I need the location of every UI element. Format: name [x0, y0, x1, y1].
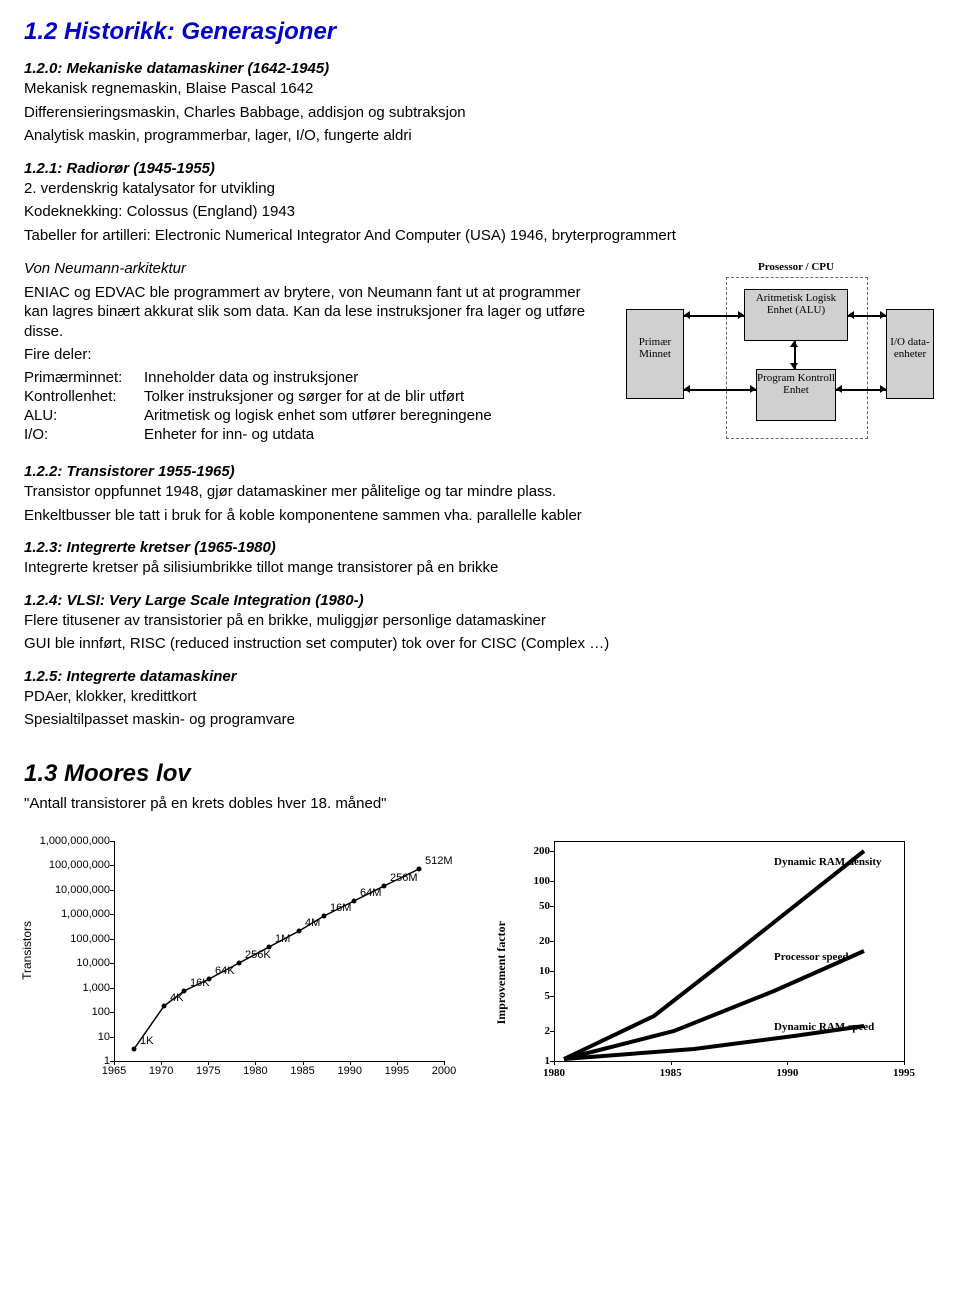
- section-121-title: 1.2.1: Radiorør (1945-1955): [24, 160, 936, 177]
- chart2-ytick-label: 1: [514, 1055, 550, 1067]
- diagram-cpu-label: Prosessor / CPU: [736, 261, 856, 273]
- text: PDAer, klokker, kredittkort: [24, 687, 936, 707]
- chart2-xtick-label: 1980: [543, 1067, 565, 1079]
- chart2-ytick-label: 20: [514, 935, 550, 947]
- chart2-ytick-label: 2: [514, 1025, 550, 1037]
- text: Kodeknekking: Colossus (England) 1943: [24, 202, 936, 222]
- text: Enkeltbusser ble tatt i bruk for å koble…: [24, 506, 936, 526]
- chart1-point-label: 64K: [215, 965, 235, 977]
- text: Tabeller for artilleri: Electronic Numer…: [24, 226, 936, 246]
- chart1-point-label: 16M: [330, 902, 351, 914]
- diagram-io-box: I/O data-enheter: [886, 309, 934, 399]
- chart2-ytick-label: 50: [514, 900, 550, 912]
- chart1-xtick-label: 1965: [102, 1065, 126, 1077]
- chart1-ytick-label: 10,000,000: [24, 884, 110, 896]
- von-neumann-diagram: Prosessor / CPU Primær Minnet Aritmetisk…: [616, 259, 936, 449]
- def-label: ALU:: [24, 407, 144, 424]
- chart1-point-label: 16K: [190, 977, 210, 989]
- text: Differensieringsmaskin, Charles Babbage,…: [24, 103, 936, 123]
- section-120-title: 1.2.0: Mekaniske datamaskiner (1642-1945…: [24, 60, 936, 77]
- chart1-ytick-label: 100,000: [24, 933, 110, 945]
- moore-chart-improvement: Improvement factor 125102050100200 19801…: [494, 831, 924, 1091]
- chart1-ytick-label: 100: [24, 1006, 110, 1018]
- chart1-xtick-label: 2000: [432, 1065, 456, 1077]
- text: Flere titusener av transistorier på en b…: [24, 611, 936, 631]
- chart2-series-label: Dynamic RAM density: [774, 856, 882, 868]
- chart1-point-label: 4M: [305, 917, 320, 929]
- text: Spesialtilpasset maskin- og programvare: [24, 710, 936, 730]
- chart1-point-label: 1K: [140, 1035, 153, 1047]
- chart1-ytick-label: 10,000: [24, 957, 110, 969]
- section-125-title: 1.2.5: Integrerte datamaskiner: [24, 668, 936, 685]
- def-val: Inneholder data og instruksjoner: [144, 369, 604, 386]
- chart2-xtick-label: 1990: [776, 1067, 798, 1079]
- chart2-xtick-label: 1985: [660, 1067, 682, 1079]
- text: GUI ble innført, RISC (reduced instructi…: [24, 634, 936, 654]
- def-val: Tolker instruksjoner og sørger for at de…: [144, 388, 604, 405]
- text: Transistor oppfunnet 1948, gjør datamask…: [24, 482, 936, 502]
- diagram-alu-box: Aritmetisk Logisk Enhet (ALU): [744, 289, 848, 341]
- chart2-ytick-label: 10: [514, 965, 550, 977]
- vn-title: Von Neumann-arkitektur: [24, 259, 604, 279]
- chart1-xtick-label: 1980: [243, 1065, 267, 1077]
- moore-quote: "Antall transistorer på en krets dobles …: [24, 794, 936, 814]
- text: Fire deler:: [24, 345, 604, 365]
- diagram-pku-box: Program Kontroll Enhet: [756, 369, 836, 421]
- text: Analytisk maskin, programmerbar, lager, …: [24, 126, 936, 146]
- chart2-ytick-label: 100: [514, 875, 550, 887]
- text: 2. verdenskrig katalysator for utvikling: [24, 179, 936, 199]
- chart1-point-label: 64M: [360, 887, 381, 899]
- chart2-ytick-label: 5: [514, 990, 550, 1002]
- chart1-xtick-label: 1995: [385, 1065, 409, 1077]
- chart2-series-label: Dynamic RAM speed: [774, 1021, 874, 1033]
- moore-chart-transistors: Transistors 1101001,00010,000100,0001,00…: [24, 831, 464, 1091]
- text: Integrerte kretser på silisiumbrikke til…: [24, 558, 936, 578]
- section-124-title: 1.2.4: VLSI: Very Large Scale Integratio…: [24, 592, 936, 609]
- diagram-memory-box: Primær Minnet: [626, 309, 684, 399]
- section-123-title: 1.2.3: Integrerte kretser (1965-1980): [24, 539, 936, 556]
- def-label: Primærminnet:: [24, 369, 144, 386]
- chart1-ytick-label: 1: [24, 1055, 110, 1067]
- chart1-xtick-label: 1975: [196, 1065, 220, 1077]
- chart1-point-label: 1M: [275, 933, 290, 945]
- chart1-ytick-label: 1,000,000: [24, 908, 110, 920]
- chart1-point-label: 256M: [390, 872, 418, 884]
- chart1-xtick-label: 1990: [337, 1065, 361, 1077]
- chart1-point-label: 512M: [425, 855, 453, 867]
- chart2-xtick-label: 1995: [893, 1067, 915, 1079]
- chart1-ytick-label: 10: [24, 1031, 110, 1043]
- chart1-ytick-label: 1,000,000,000: [24, 835, 110, 847]
- chart1-xtick-label: 1985: [290, 1065, 314, 1077]
- def-label: Kontrollenhet:: [24, 388, 144, 405]
- chart2-ytick-label: 200: [514, 845, 550, 857]
- def-label: I/O:: [24, 426, 144, 443]
- def-val: Aritmetisk og logisk enhet som utfører b…: [144, 407, 604, 424]
- chart2-series-label: Processor speed: [774, 951, 848, 963]
- text: Mekanisk regnemaskin, Blaise Pascal 1642: [24, 79, 936, 99]
- page-title: 1.2 Historikk: Generasjoner: [24, 18, 936, 46]
- chart1-xtick-label: 1970: [149, 1065, 173, 1077]
- moore-title: 1.3 Moores lov: [24, 760, 936, 788]
- chart1-point-label: 4K: [170, 992, 183, 1004]
- section-122-title: 1.2.2: Transistorer 1955-1965): [24, 463, 936, 480]
- chart1-point-label: 256K: [245, 949, 271, 961]
- text: ENIAC og EDVAC ble programmert av bryter…: [24, 283, 604, 342]
- chart1-ytick-label: 1,000: [24, 982, 110, 994]
- chart1-ytick-label: 100,000,000: [24, 859, 110, 871]
- def-val: Enheter for inn- og utdata: [144, 426, 604, 443]
